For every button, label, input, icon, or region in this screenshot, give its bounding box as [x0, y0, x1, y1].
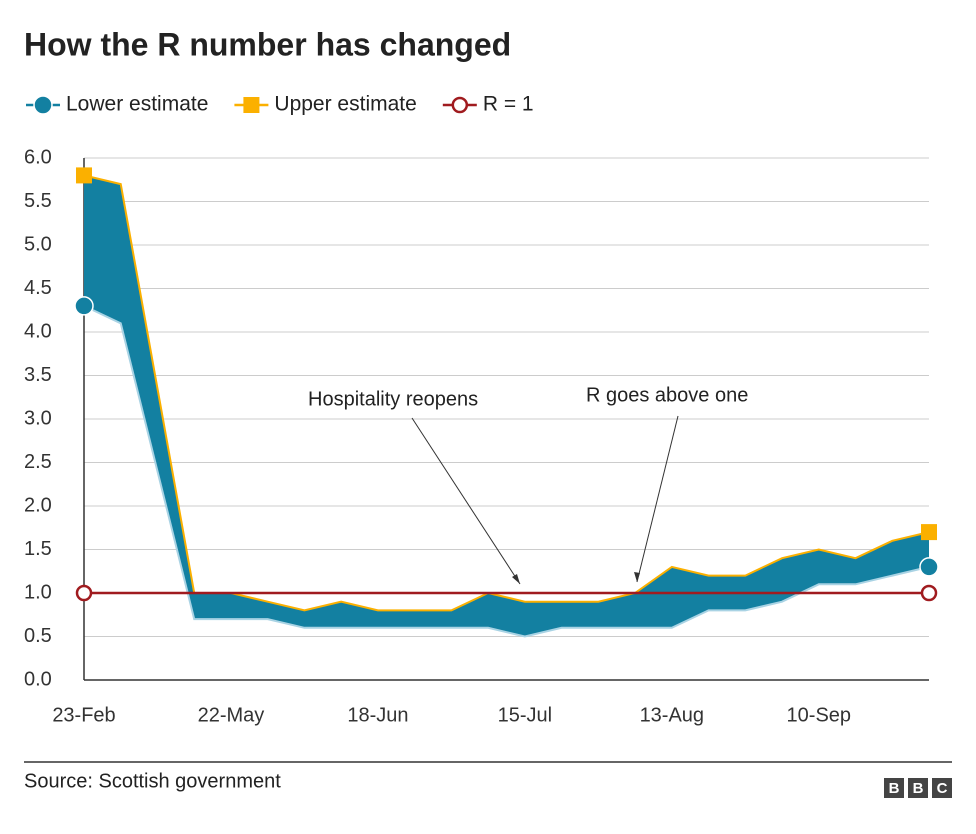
legend-label: Lower estimate — [66, 93, 208, 116]
annotation-arrow — [411, 417, 521, 585]
legend: Lower estimate Upper estimate R = 1 — [26, 93, 534, 116]
band-area — [84, 175, 929, 680]
arrow-head — [634, 572, 640, 582]
plot — [74, 167, 939, 680]
x-tick-label: 18-Jun — [347, 704, 408, 726]
marker — [76, 167, 92, 184]
y-tick-label: 3.0 — [24, 407, 52, 429]
y-tick-label: 4.5 — [24, 277, 52, 299]
marker — [243, 97, 260, 113]
y-tick-label: 3.5 — [24, 364, 52, 386]
y-tick-label: 0.5 — [24, 625, 52, 647]
legend-label: Upper estimate — [274, 93, 416, 116]
marker — [451, 96, 469, 114]
y-tick-label: 5.0 — [24, 233, 52, 255]
y-tick-label: 0.0 — [24, 668, 52, 690]
annotation: Hospitality reopens — [308, 388, 478, 410]
y-tick-label: 5.5 — [24, 190, 52, 212]
lower-line — [83, 304, 930, 638]
marker — [921, 524, 937, 541]
logo: B B C — [884, 778, 952, 798]
y-tick-label: 6.0 — [24, 146, 52, 168]
x-tick-label: 10-Sep — [787, 704, 852, 726]
annotation: R goes above one — [586, 384, 748, 406]
source: Source: Scottish government — [24, 770, 281, 792]
arrow-head — [512, 574, 520, 584]
x-tick-label: 15-Jul — [498, 704, 552, 726]
upper-line — [83, 174, 930, 612]
annotation-arrow — [636, 415, 679, 583]
marker — [75, 584, 93, 602]
logo-box — [884, 778, 904, 798]
logo-letter: B — [889, 780, 900, 797]
x-tick-label: 23-Feb — [52, 704, 115, 726]
y-tick-label: 4.0 — [24, 320, 52, 342]
y-tick-label: 2.5 — [24, 451, 52, 473]
x-tick-label: 13-Aug — [640, 704, 705, 726]
logo-letter: B — [913, 780, 924, 797]
legend-label: R = 1 — [483, 93, 534, 116]
marker — [74, 296, 94, 316]
marker — [920, 584, 938, 602]
y-tick-label: 1.5 — [24, 538, 52, 560]
logo-box — [908, 778, 928, 798]
marker — [33, 95, 53, 115]
y-tick-label: 2.0 — [24, 494, 52, 516]
logo-letter: C — [937, 780, 948, 797]
y-tick-label: 1.0 — [24, 581, 52, 603]
marker — [919, 557, 939, 577]
chart-title: How the R number has changed — [24, 26, 511, 62]
logo-box — [932, 778, 952, 798]
x-tick-label: 22-May — [198, 704, 265, 726]
annotations: Hospitality reopens R goes above one — [308, 384, 748, 585]
